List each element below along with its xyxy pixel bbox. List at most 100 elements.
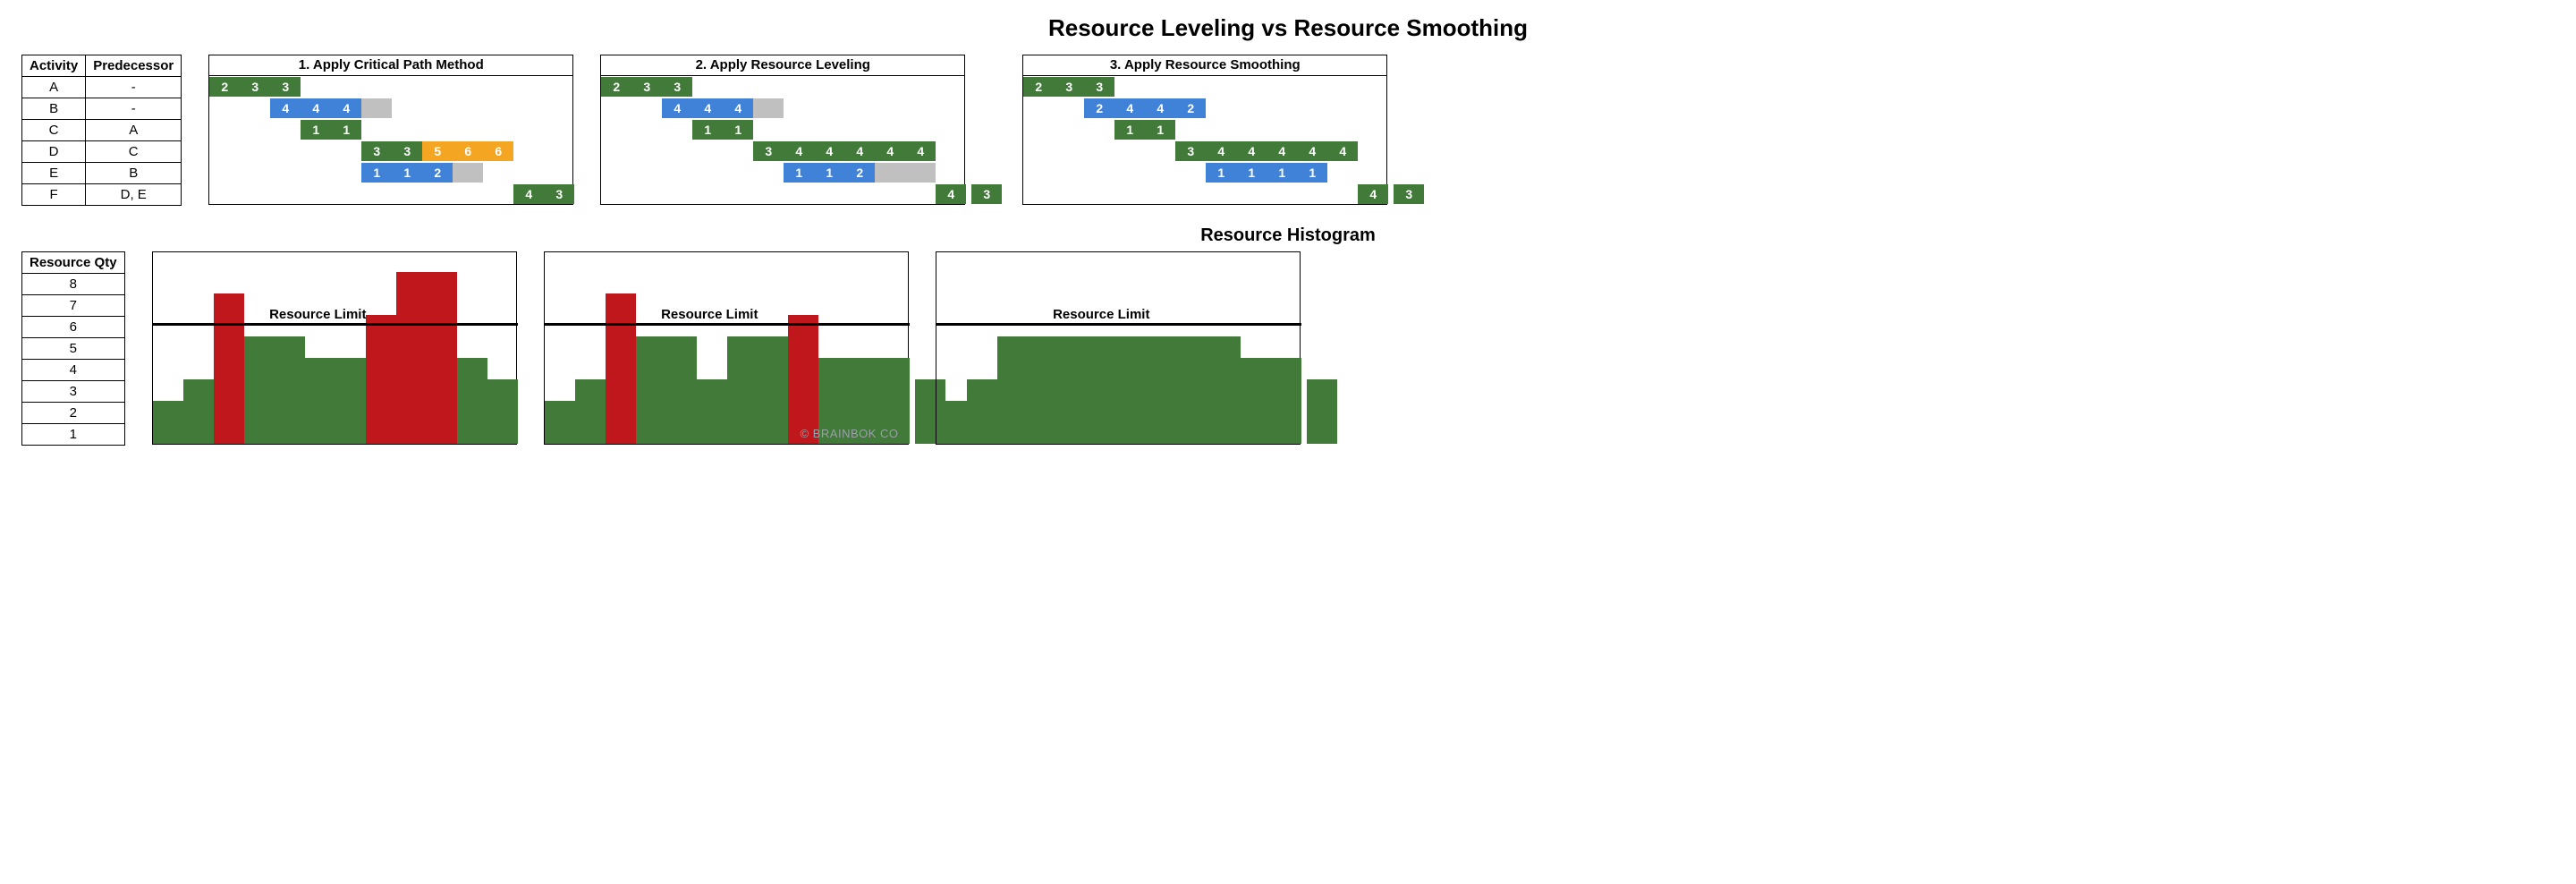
histogram-bar — [1149, 336, 1180, 444]
histogram-bar — [183, 379, 214, 444]
watermark: © BRAINBOK CO — [801, 427, 899, 440]
gantt-cell: 1 — [1206, 163, 1236, 183]
activity-header: Activity — [22, 55, 86, 77]
histogram-bar — [788, 315, 818, 444]
histogram-bar — [997, 336, 1028, 444]
qty-cell: 3 — [22, 381, 125, 403]
activity-header: Predecessor — [86, 55, 182, 77]
resource-qty-table: Resource Qty 87654321 — [21, 251, 125, 446]
gantt-cell: 3 — [240, 77, 270, 97]
qty-cell: 8 — [22, 274, 125, 295]
qty-header: Resource Qty — [22, 252, 125, 274]
gantt-row: 33566 — [209, 140, 572, 162]
gantt-cell: 4 — [844, 141, 875, 161]
gantt-cell: 1 — [784, 163, 814, 183]
page-title: Resource Leveling vs Resource Smoothing — [21, 14, 2555, 42]
gantt-cell: 4 — [301, 98, 331, 118]
gantt-cell: 4 — [1114, 98, 1145, 118]
gantt-row: 344444 — [1023, 140, 1386, 162]
gantt-row: 344444 — [601, 140, 964, 162]
gantt-row: 112 — [209, 162, 572, 183]
histogram-panel: Resource Limit — [152, 251, 517, 445]
gantt-cell: 4 — [784, 141, 814, 161]
gantt-panel: 3. Apply Resource Smoothing2332442113444… — [1022, 55, 1418, 205]
gantt-row: 233 — [1023, 76, 1386, 98]
histogram-bar — [1180, 336, 1210, 444]
activity-cell: - — [86, 98, 182, 120]
qty-cell: 6 — [22, 317, 125, 338]
activity-cell: E — [22, 163, 86, 184]
gantt-cell — [905, 163, 936, 183]
gantt-cell: 3 — [1084, 77, 1114, 97]
gantt-cell: 1 — [1297, 163, 1327, 183]
gantt-cell — [753, 98, 784, 118]
gantt-row: 4 — [1023, 183, 1386, 205]
activity-cell: F — [22, 184, 86, 206]
resource-limit-label: Resource Limit — [1053, 307, 1149, 322]
histogram-bar — [457, 358, 487, 444]
histogram-section: Resource Qty 87654321 Resource LimitReso… — [21, 251, 2555, 446]
gantt-row: 11 — [601, 119, 964, 140]
histogram-bar — [606, 293, 636, 444]
gantt-cell: 1 — [301, 120, 331, 140]
gantt-cell: 1 — [814, 163, 844, 183]
gantt-row: 43 — [209, 183, 572, 205]
gantt-cell: 3 — [662, 77, 692, 97]
activity-cell: C — [22, 120, 86, 141]
gantt-cell: 4 — [692, 98, 723, 118]
gantt-cell: 2 — [209, 77, 240, 97]
gantt-row: 233 — [601, 76, 964, 98]
activity-cell: C — [86, 141, 182, 163]
gantt-cell: 3 — [270, 77, 301, 97]
histogram-box: Resource Limit — [936, 251, 1301, 445]
activity-cell: - — [86, 77, 182, 98]
gantt-cell: 4 — [723, 98, 753, 118]
gantt-panel: 2. Apply Resource Leveling23344411344444… — [600, 55, 996, 205]
gantt-body: 2334441134444411243 — [600, 76, 965, 205]
histogram-title: Resource Histogram — [21, 225, 2555, 246]
resource-limit-label: Resource Limit — [661, 307, 758, 322]
histogram-bar — [697, 379, 727, 444]
gantt-cell: 3 — [544, 184, 574, 204]
activity-table: ActivityPredecessor A-B-CADCEBFD, E — [21, 55, 182, 206]
histogram-bar — [305, 358, 335, 444]
gantt-cell: 6 — [453, 141, 483, 161]
histogram-bar — [758, 336, 788, 444]
resource-limit-line — [545, 323, 910, 326]
histogram-bars — [153, 272, 518, 444]
histogram-box: Resource Limit — [152, 251, 517, 445]
gantt-cell: 1 — [692, 120, 723, 140]
gantt-body: 233444113356611243 — [208, 76, 573, 205]
gantt-panel-title: 1. Apply Critical Path Method — [208, 55, 573, 76]
qty-cell: 2 — [22, 403, 125, 424]
histogram-bar — [427, 272, 457, 444]
histogram-bar — [244, 336, 275, 444]
gantt-cell: 4 — [1358, 184, 1388, 204]
histogram-bar — [1307, 379, 1337, 444]
gantt-cell: 2 — [1023, 77, 1054, 97]
gantt-cell: 3 — [1175, 141, 1206, 161]
gantt-cell: 4 — [936, 184, 966, 204]
gantt-cell: 4 — [1327, 141, 1358, 161]
histogram-panel: Resource Limit © BRAINBOK CO — [544, 251, 909, 445]
activity-cell: D, E — [86, 184, 182, 206]
histogram-bar — [366, 315, 396, 444]
gantt-cell: 1 — [361, 163, 392, 183]
gantt-row: 233 — [209, 76, 572, 98]
activity-cell: B — [22, 98, 86, 120]
gantt-cell: 3 — [753, 141, 784, 161]
gantt-cell: 4 — [1145, 98, 1175, 118]
histogram-bars — [936, 336, 1301, 444]
histogram-bar — [1210, 336, 1241, 444]
histogram-bar — [727, 336, 758, 444]
activity-cell: A — [86, 120, 182, 141]
resource-limit-label: Resource Limit — [269, 307, 366, 322]
gantt-cell — [453, 163, 483, 183]
resource-limit-line — [153, 323, 518, 326]
gantt-cell: 3 — [392, 141, 422, 161]
gantt-cell: 2 — [422, 163, 453, 183]
gantt-panel-title: 2. Apply Resource Leveling — [600, 55, 965, 76]
histogram-bar — [575, 379, 606, 444]
gantt-cell: 4 — [1206, 141, 1236, 161]
gantt-cell: 4 — [875, 141, 905, 161]
